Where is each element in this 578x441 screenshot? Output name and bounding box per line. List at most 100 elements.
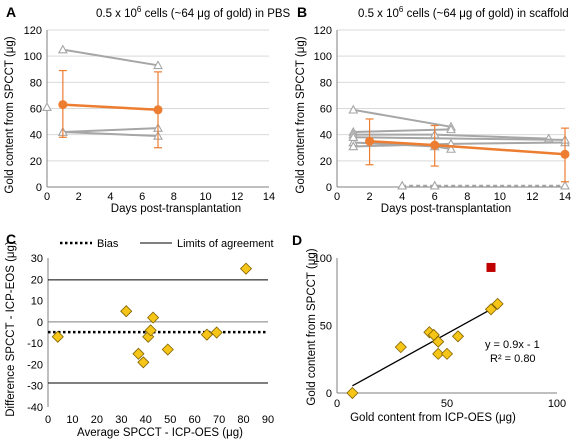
chart-d-xlabel: Gold content from ICP-OES (μg) — [350, 412, 516, 424]
chart-b-title-main: 0.5 x 10 — [358, 8, 399, 20]
chart-c-xtick-label-1: 10 — [66, 414, 78, 426]
chart-c-xtick-label-4: 40 — [140, 414, 152, 426]
chart-a-series-1-line — [62, 127, 159, 134]
chart-b-ytick-label-1: 20 — [320, 156, 332, 168]
chart-a-series-0-point-1 — [153, 60, 163, 70]
chart-c-plot: 0 10 20 30 40 50 60 70 80 90 -40 -30 -20 -10 0 10 20 30 — [27, 253, 274, 426]
chart-b-title: 0.5 x 106 cells (~64 μg of gold) in scaf… — [358, 5, 569, 20]
chart-a-xtick-label-5: 10 — [199, 191, 211, 203]
chart-a-ylabel: Gold content from SPCCT (μg) — [4, 36, 16, 193]
chart-b-series-6-point-0 — [397, 180, 408, 190]
chart-b-xtick-label-2: 4 — [399, 191, 405, 203]
chart-b-ytick-label-0: 0 — [326, 182, 332, 194]
chart-a-ytick-label-0: 0 — [36, 182, 42, 194]
chart-d-point-9 — [491, 297, 504, 310]
chart-c-ytick-label-5: 10 — [31, 296, 43, 308]
chart-c-ytick-label-7: 30 — [31, 253, 43, 265]
chart-c-point-8 — [200, 328, 213, 341]
chart-a-xtick-label-4: 8 — [171, 191, 177, 203]
chart-d-xtick-label-0: 0 — [334, 398, 340, 410]
chart-b-series-3-point-2 — [446, 143, 456, 153]
chart-a-xtick-label-6: 12 — [231, 191, 243, 203]
chart-b-mean-point-0 — [365, 136, 375, 146]
chart-a-xtick-label-2: 4 — [107, 191, 113, 203]
chart-d-outlier-point — [486, 262, 496, 272]
chart-c-point-9 — [210, 326, 223, 339]
chart-b-series-0-point-0 — [348, 104, 359, 114]
chart-a-xtick-label-0: 0 — [44, 191, 50, 203]
chart-b-xtick-label-7: 14 — [559, 191, 571, 203]
chart-c-xtick-label-2: 20 — [91, 414, 103, 426]
chart-c-xtick-label-8: 80 — [237, 414, 249, 426]
chart-d-point-0 — [346, 386, 359, 400]
chart-b-series-1-point-1 — [446, 124, 456, 134]
chart-d-ytick-label-0: 0 — [326, 388, 332, 400]
chart-b-xtick-label-6: 12 — [526, 191, 538, 203]
chart-c-point-0 — [51, 330, 64, 343]
chart-a-mean-line — [62, 103, 159, 112]
chart-a-ytick-label-5: 100 — [24, 51, 42, 63]
chart-a-xtick-label-1: 2 — [76, 191, 82, 203]
chart-c-xtick-label-7: 70 — [213, 414, 225, 426]
chart-d-point-5 — [432, 347, 445, 360]
chart-d-plot: 0 50 100 0 50 100 — [314, 253, 567, 410]
chart-b-mean-point-1 — [430, 140, 440, 150]
chart-c-xtick-label-0: 0 — [45, 414, 51, 426]
chart-c-ytick-label-4: 0 — [37, 317, 43, 329]
chart-a-series-0-point-0 — [57, 44, 68, 54]
chart-b-series-4-point-0 — [348, 141, 359, 151]
chart-c-point-2 — [132, 347, 145, 360]
chart-a-ytick-label-3: 60 — [30, 104, 42, 116]
chart-a-title-rest: cells (~64 μg of gold) in PBS — [141, 8, 290, 20]
chart-b-series-0-line — [353, 108, 452, 128]
chart-b-xtick-label-3: 6 — [432, 191, 438, 203]
chart-c-point-6 — [147, 311, 160, 324]
chart-b-plot: 0 2 4 6 8 10 12 14 0 20 40 60 80 100 120 — [314, 25, 571, 203]
chart-b-mean-point-2 — [560, 149, 570, 159]
chart-c-ytick-label-2: -20 — [27, 359, 43, 371]
panel-label-a: A — [6, 4, 16, 20]
chart-b-ytick-label-2: 40 — [320, 130, 332, 142]
chart-b-ytick-label-3: 60 — [320, 104, 332, 116]
chart-a-ytick-label-1: 20 — [30, 156, 42, 168]
chart-a-title: 0.5 x 106 cells (~64 μg of gold) in PBS — [96, 5, 291, 20]
panel-label-c: C — [6, 231, 16, 247]
chart-b-title-rest: cells (~64 μg of gold) in scaffold — [403, 8, 568, 20]
chart-b-series-6-point-1 — [429, 180, 440, 190]
chart-a-series-0-line — [62, 48, 159, 67]
chart-b-series-1-line — [353, 128, 452, 134]
chart-d-point-7 — [451, 330, 465, 343]
chart-c-point-10 — [239, 262, 253, 275]
chart-b-series-5-line — [353, 136, 566, 141]
chart-c-point-1 — [120, 305, 133, 318]
chart-a-xtick-label-3: 6 — [139, 191, 145, 203]
chart-b-xlabel: Days post-transplantation — [381, 203, 511, 215]
chart-b-series-5-point-0 — [348, 132, 359, 142]
chart-b-ytick-label-4: 80 — [320, 77, 332, 89]
chart-b-series-6-point-2 — [560, 180, 570, 190]
chart-b-title-sup: 6 — [399, 5, 404, 14]
chart-a-xlabel: Days post-transplantation — [111, 203, 241, 215]
chart-a-xtick-label-7: 14 — [263, 191, 275, 203]
chart-d-fit-line — [352, 305, 498, 387]
chart-b-xtick-label-5: 10 — [494, 191, 506, 203]
chart-d-ylabel: Gold content from SPCCT (μg) — [306, 248, 318, 405]
chart-b-ytick-label-6: 120 — [314, 25, 332, 37]
chart-d-ytick-label-2: 100 — [314, 253, 332, 265]
chart-c-point-3 — [137, 356, 150, 369]
chart-d-point-1 — [394, 341, 407, 354]
panel-label-b: B — [297, 4, 307, 20]
chart-d-r-squared: R² = 0.80 — [490, 353, 536, 365]
chart-d-xtick-label-2: 100 — [548, 398, 566, 410]
chart-c-point-7 — [161, 343, 174, 356]
chart-a-series-2-line — [62, 131, 159, 137]
chart-c-xtick-label-3: 30 — [115, 414, 127, 426]
chart-a-mean-point-1 — [153, 105, 163, 115]
chart-c-point-5 — [144, 324, 157, 337]
chart-a-ytick-label-4: 80 — [30, 77, 42, 89]
chart-c-xlabel: Average SPCCT - ICP-OES (μg) — [77, 427, 243, 439]
chart-d-xtick-label-1: 50 — [441, 398, 453, 410]
chart-c-ytick-label-3: -10 — [27, 338, 43, 350]
chart-c-ytick-label-0: -40 — [27, 402, 43, 414]
chart-b-xtick-label-0: 0 — [334, 191, 340, 203]
